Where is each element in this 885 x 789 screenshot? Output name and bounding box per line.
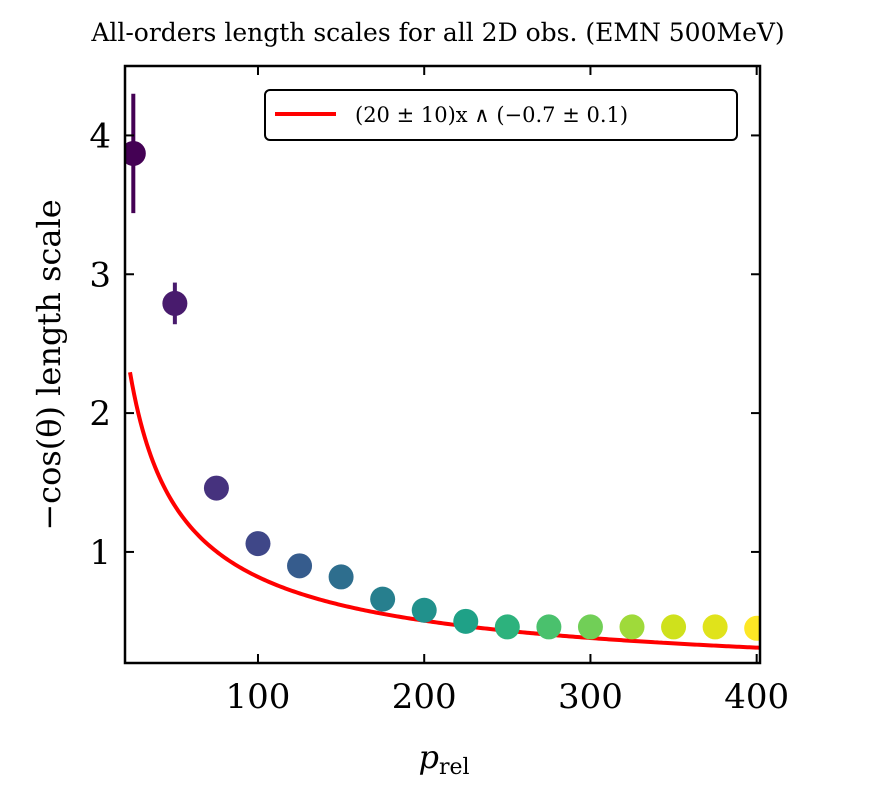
y-tick-label: 1 — [89, 533, 111, 573]
data-point-2 — [162, 290, 188, 316]
data-point-14 — [661, 614, 687, 640]
plot-area — [125, 93, 760, 650]
x-axis-label-sub: rel — [439, 755, 470, 780]
data-point-13 — [619, 614, 645, 640]
legend-box — [264, 89, 738, 141]
x-tick-label: 300 — [558, 677, 623, 717]
legend-label: (20 ± 10)x ∧ (−0.7 ± 0.1) — [355, 103, 628, 127]
data-point-10 — [494, 614, 520, 640]
data-point-15 — [702, 614, 728, 640]
chart-title: All-orders length scales for all 2D obs.… — [90, 18, 784, 47]
data-point-16 — [744, 615, 760, 641]
data-point-6 — [328, 564, 354, 590]
data-point-3 — [203, 475, 229, 501]
x-tick-label: 400 — [724, 677, 789, 717]
legend: (20 ± 10)x ∧ (−0.7 ± 0.1) — [264, 89, 738, 141]
data-point-9 — [453, 608, 479, 634]
axis-ticks: 100 200 300 400 1 2 3 4 — [89, 66, 789, 717]
data-point-7 — [370, 586, 396, 612]
data-point-1 — [125, 140, 146, 166]
data-point-4 — [245, 531, 271, 557]
plot-frame — [123, 64, 762, 665]
y-axis-label: −cos(θ) length scale — [30, 199, 68, 530]
x-axis-label-main: p — [418, 738, 438, 776]
y-tick-label: 4 — [89, 116, 111, 156]
x-tick-label: 100 — [226, 677, 291, 717]
fit-curve — [128, 371, 760, 650]
data-point-5 — [287, 553, 313, 579]
x-axis-label: prel — [418, 738, 469, 780]
x-tick-label: 200 — [392, 677, 457, 717]
data-point-11 — [536, 614, 562, 640]
y-tick-label: 2 — [89, 394, 111, 434]
data-point-8 — [411, 597, 437, 623]
y-tick-label: 3 — [89, 255, 111, 295]
data-point-12 — [577, 614, 603, 640]
